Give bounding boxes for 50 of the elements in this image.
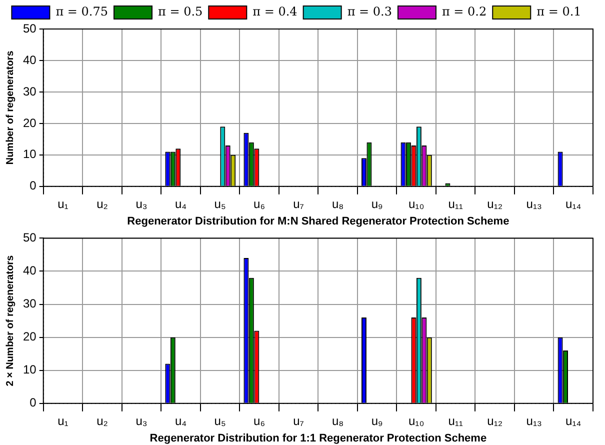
y-tick-label: 50 (22, 21, 37, 36)
x-tick-label: u₁₁ (448, 196, 463, 211)
legend-label: π = 0.1 (536, 4, 582, 19)
x-tick-label: u₁ (58, 196, 68, 211)
x-tick-label: u₃ (136, 196, 148, 211)
x-tick-label: u₉ (371, 414, 384, 428)
x-tick-label: u₅ (214, 414, 226, 428)
x-tick-label: u₁₂ (487, 414, 503, 428)
x-tick-label: u₁₀ (408, 196, 424, 211)
y-tick-label: 20 (22, 116, 37, 130)
x-tick-label: u₈ (332, 196, 344, 211)
y-tick-label: 20 (22, 330, 37, 344)
y-tick-label: 40 (22, 52, 37, 67)
x-tick-label: u₁₄ (566, 196, 582, 211)
legend-label: π = 0.3 (347, 4, 392, 19)
x-axis-title: Regenerator Distribution for 1:1 Regenerator Protection Scheme (150, 432, 487, 444)
x-tick-label: u₄ (174, 414, 187, 428)
x-tick-label: u₆ (254, 414, 266, 428)
y-tick-label: 50 (22, 230, 37, 245)
legend-label: π = 0.75 (56, 4, 108, 19)
x-tick-label: u₈ (332, 414, 344, 428)
legend-label: π = 0.5 (158, 4, 203, 19)
legend-label: π = 0.2 (442, 4, 487, 19)
x-tick-label: u₄ (174, 196, 187, 211)
x-tick-label: u₂ (96, 196, 108, 211)
x-tick-label: u₅ (214, 196, 226, 211)
x-tick-label: u₇ (293, 414, 304, 428)
y-tick-label: 0 (30, 178, 37, 193)
x-tick-label: u₆ (254, 196, 266, 211)
x-tick-label: u₂ (96, 414, 108, 428)
x-tick-label: u₃ (136, 414, 148, 428)
y-tick-label: 40 (22, 264, 37, 278)
x-tick-label: u₉ (371, 196, 384, 211)
x-tick-label: u₁₂ (487, 196, 503, 211)
y-tick-label: 30 (22, 296, 37, 311)
y-tick-label: 10 (22, 147, 37, 162)
x-tick-label: u₁ (58, 414, 68, 428)
y-tick-label: 0 (30, 396, 37, 410)
x-axis-title: Regenerator Distribution for M:N Shared Regenerator Protection Scheme (127, 215, 510, 228)
x-tick-label: u₁₃ (526, 414, 542, 428)
legend-label: π = 0.4 (252, 4, 298, 19)
x-tick-label: u₁₃ (526, 196, 542, 211)
y-tick-label: 30 (22, 84, 37, 98)
x-tick-label: u₇ (293, 196, 304, 211)
y-tick-label: 10 (22, 362, 37, 377)
y-axis-title: Number of regenerators (4, 50, 16, 165)
y-axis-title: 2 × Number of regenerators (4, 254, 16, 386)
x-tick-label: u₁₄ (566, 414, 582, 428)
x-tick-label: u₁₀ (408, 414, 424, 428)
x-tick-label: u₁₁ (448, 414, 463, 428)
